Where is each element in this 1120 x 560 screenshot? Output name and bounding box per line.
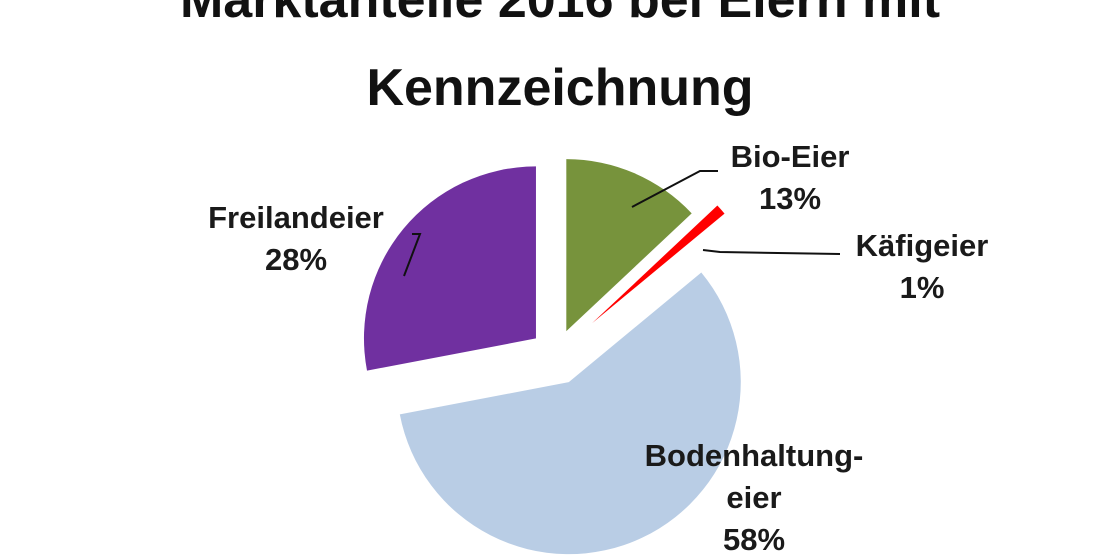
pie-slices (363, 159, 741, 555)
chart-title-line-1: Marktanteile 2016 bei Eiern mit (179, 0, 941, 29)
slice-category-label: eier (726, 480, 781, 515)
slice-value-label: 28% (265, 242, 327, 277)
slice-category-label: Bio-Eier (731, 139, 850, 174)
pie-slice-bodenhaltung (399, 272, 741, 555)
pie-slice-bioeier (566, 159, 692, 332)
slice-category-label: Bodenhaltung- (645, 438, 864, 473)
pie-slice-käfigeier (592, 205, 725, 324)
slice-category-label: Freilandeier (208, 200, 384, 235)
slice-value-label: 13% (759, 181, 821, 216)
leader-line (631, 170, 718, 208)
chart-title-line-2: Kennzeichnung (366, 59, 754, 117)
leader-line (702, 249, 841, 255)
leader-line (403, 233, 422, 277)
slice-category-label: Käfigeier (856, 228, 989, 263)
slice-value-label: 58% (723, 522, 785, 557)
slice-value-label: 1% (900, 270, 945, 305)
leader-lines (403, 170, 841, 277)
slice-labels: Bio-Eier 13% Käfigeier 1% Bodenhaltung-eier 5… (208, 139, 988, 557)
pie-slice-freilandeier (363, 166, 536, 371)
